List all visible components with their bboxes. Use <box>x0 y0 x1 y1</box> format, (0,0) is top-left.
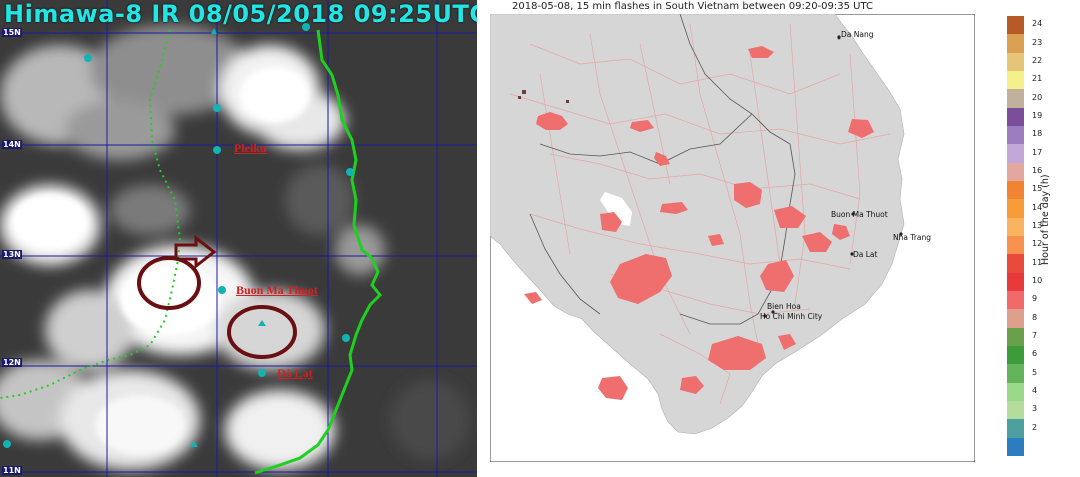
border-dotted <box>0 29 182 399</box>
place-label-nha-trang: Nha Trang <box>893 233 932 242</box>
storm-circle-2 <box>227 305 297 359</box>
latitude-label-12n: 12N <box>2 358 22 367</box>
colorbar-segment <box>1007 382 1024 402</box>
flash-cluster-14 <box>760 260 794 292</box>
colorbar-segment <box>1007 52 1024 72</box>
colorbar-tick-label: 5 <box>1032 367 1038 377</box>
colorbar-tick-label: 4 <box>1032 385 1038 395</box>
colorbar-segment <box>1007 364 1024 384</box>
lightning-map-panel: 2018-05-08, 15 min flashes in South Viet… <box>480 0 1080 477</box>
satellite-panel: Himawa-8 IR 08/05/2018 09:25UTC 15N 14N … <box>0 0 477 477</box>
colorbar-tick-label: 15 <box>1032 184 1043 194</box>
city-label-pleiku: Pleiku <box>234 141 267 155</box>
colorbar-tick-label: 8 <box>1032 312 1038 322</box>
colorbar-tick-label: 13 <box>1032 220 1043 230</box>
colorbar-tick-label: 7 <box>1032 330 1038 340</box>
colorbar-segment <box>1007 181 1024 200</box>
flash-cluster-6 <box>734 182 762 208</box>
place-label-buon-ma-thuot: Buon Ma Thuot <box>831 210 888 219</box>
flash-cluster-2 <box>748 46 774 58</box>
colorbar-segment <box>1007 199 1024 219</box>
flash-cluster-11 <box>802 232 832 252</box>
city-markers <box>3 23 354 448</box>
colorbar-tick-label: 16 <box>1032 165 1043 175</box>
colorbar-tick-label: 12 <box>1032 239 1043 249</box>
colorbar-segment <box>1007 437 1024 457</box>
lightning-flashes <box>524 46 874 400</box>
flash-cluster-13 <box>610 254 672 304</box>
storm-direction-arrow <box>174 234 217 270</box>
colorbar-title: Hour of the day (h) <box>1040 174 1051 265</box>
colorbar-tick-label: 3 <box>1032 404 1038 414</box>
colorbar-tick-label: 23 <box>1032 37 1043 47</box>
colorbar-segment <box>1007 71 1024 90</box>
colorbar-segment <box>1007 254 1024 274</box>
colorbar-segment <box>1007 272 1024 292</box>
colorbar-segment <box>1007 346 1024 365</box>
flash-cluster-15 <box>708 336 766 370</box>
flash-cluster-18 <box>680 376 704 394</box>
city-label-da-lat: Đà Lạt <box>277 366 313 380</box>
colorbar-tick-label: 18 <box>1032 129 1043 139</box>
colorbar-segment <box>1007 144 1024 164</box>
colorbar-segment <box>1007 217 1024 237</box>
colorbar-tick-label: 11 <box>1032 257 1043 267</box>
colorbar-tick-label: 2 <box>1032 422 1038 432</box>
colorbar-tick-label: 20 <box>1032 92 1043 102</box>
lake <box>600 192 632 226</box>
colorbar-tick-label: 6 <box>1032 349 1038 359</box>
colorbar-segment <box>1007 401 1024 420</box>
city-label-buon-ma-thuot: Buon Ma Thuot <box>236 283 318 297</box>
flash-cluster-3 <box>630 120 654 132</box>
colorbar-ticks: 24 23 22 21 20 19 18 17 16 15 14 13 12 11 10 9 8 7 6 5 4 3 2 <box>1032 0 1072 477</box>
colorbar-segment <box>1007 236 1024 255</box>
colorbar-tick-label: 19 <box>1032 110 1043 120</box>
flash-cluster-19 <box>524 292 542 304</box>
colorbar-tick-label: 14 <box>1032 202 1043 212</box>
latitude-label-11n: 11N <box>2 466 22 475</box>
colorbar-segment <box>1007 309 1024 329</box>
colorbar-segment <box>1007 34 1024 54</box>
storm-circle-1 <box>137 256 201 310</box>
flash-cluster-8 <box>660 202 688 214</box>
colorbar-segment <box>1007 107 1024 127</box>
colorbar-segment <box>1007 327 1024 347</box>
lat-lon-grid <box>0 0 477 477</box>
flash-cluster-7 <box>600 212 622 232</box>
coastline <box>254 29 383 475</box>
flash-cluster-4 <box>654 152 670 166</box>
colorbar-segment <box>1007 126 1024 145</box>
latitude-label-13n: 13N <box>2 250 22 259</box>
colorbar-tick-label: 22 <box>1032 55 1043 65</box>
colorbar-tick-label: 17 <box>1032 147 1043 157</box>
latitude-label-15n: 15N <box>2 28 22 37</box>
flash-cluster-10 <box>708 234 724 246</box>
flash-cluster-1 <box>536 112 568 130</box>
place-markers <box>763 35 903 318</box>
latitude-label-14n: 14N <box>2 140 22 149</box>
colorbar-tick-label: 24 <box>1032 19 1043 29</box>
colorbar <box>1007 16 1024 457</box>
flash-cluster-17 <box>598 376 628 400</box>
colorbar-segment <box>1007 89 1024 109</box>
colorbar-segment <box>1007 419 1024 439</box>
place-label-da-nang: Da Nang <box>841 30 874 39</box>
satellite-title: Himawa-8 IR 08/05/2018 09:25UTC <box>4 0 477 28</box>
map-title: 2018-05-08, 15 min flashes in South Viet… <box>512 1 873 12</box>
flash-cluster-9 <box>774 206 806 228</box>
place-label-bien-hoa: Bien Hoa <box>767 302 801 311</box>
place-label-ho-chi-minh-city: Ho Chi Minh City <box>760 312 823 321</box>
flash-cluster-12 <box>832 224 850 240</box>
satellite-image <box>0 0 477 477</box>
colorbar-tick-label: 9 <box>1032 294 1038 304</box>
colorbar-segment <box>1007 162 1024 182</box>
colorbar-tick-label: 21 <box>1032 74 1043 84</box>
colorbar-segment <box>1007 16 1024 35</box>
lightning-map <box>490 14 975 462</box>
colorbar-tick-label: 10 <box>1032 275 1043 285</box>
colorbar-segment <box>1007 291 1024 310</box>
flash-cluster-5 <box>848 119 874 138</box>
flash-cluster-16 <box>778 334 796 350</box>
place-label-da-lat: Da Lat <box>853 250 878 259</box>
